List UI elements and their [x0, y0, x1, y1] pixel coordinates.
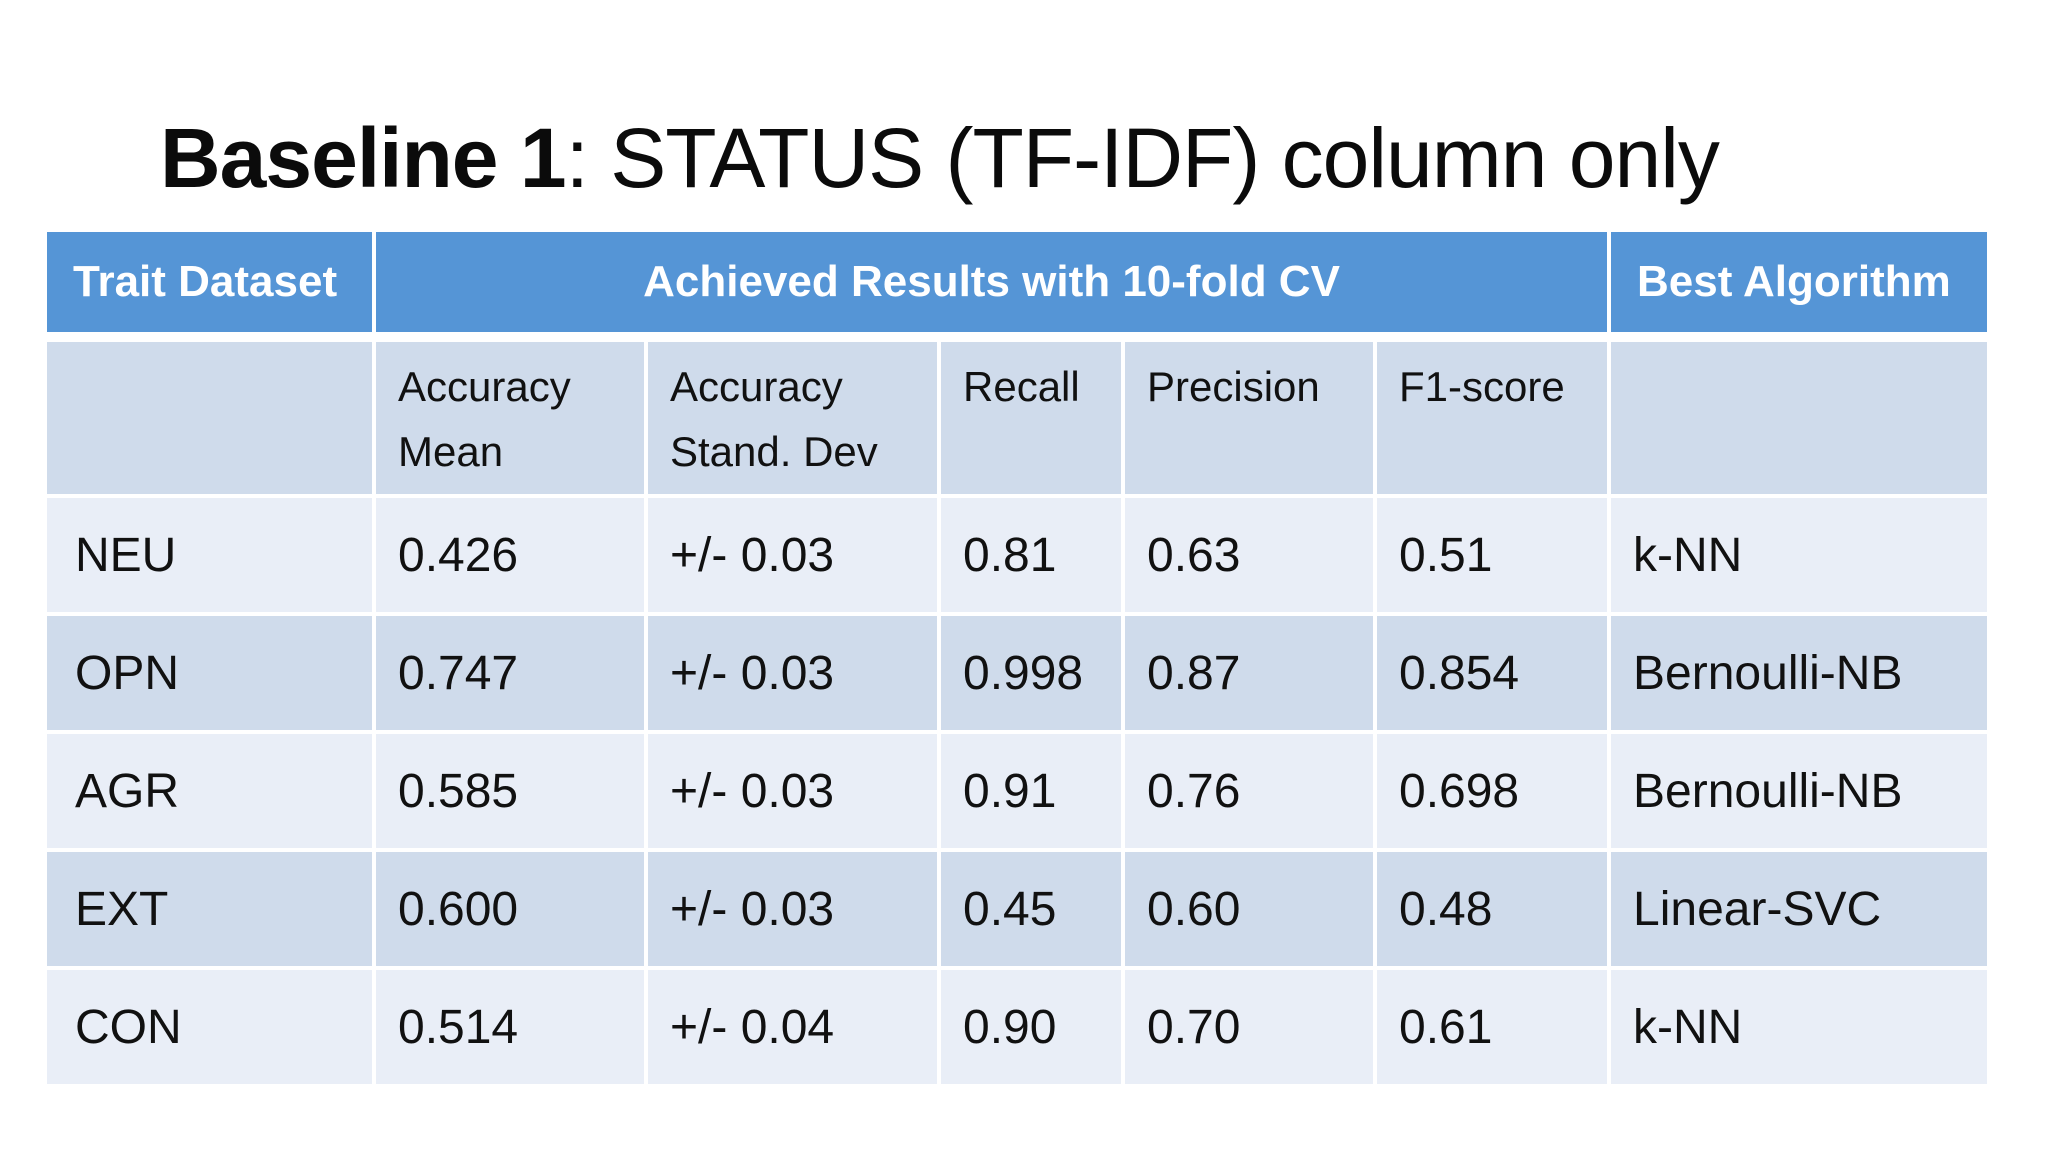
- subheader-line: Accuracy: [670, 363, 843, 410]
- best-algorithm-value: k-NN: [1611, 970, 1988, 1084]
- trait-label: CON: [47, 970, 372, 1084]
- subheader-line: Mean: [398, 428, 504, 476]
- table-row-con: CON 0.514 +/- 0.04 0.90 0.70 0.61 k-NN: [47, 970, 1988, 1084]
- table-row-opn: OPN 0.747 +/- 0.03 0.998 0.87 0.854 Bern…: [47, 616, 1988, 730]
- precision-value: 0.63: [1125, 498, 1373, 612]
- precision-value: 0.70: [1125, 970, 1373, 1084]
- recall-value: 0.91: [941, 734, 1121, 848]
- f1-score-value: 0.51: [1377, 498, 1608, 612]
- table-row-ext: EXT 0.600 +/- 0.03 0.45 0.60 0.48 Linear…: [47, 852, 1988, 966]
- f1-score-value: 0.698: [1377, 734, 1608, 848]
- subheader-precision: Precision: [1125, 342, 1373, 494]
- header-achieved-results: Achieved Results with 10-fold CV: [376, 232, 1608, 338]
- header-best-algorithm: Best Algorithm: [1611, 232, 1988, 338]
- table-header-row: Trait Dataset Achieved Results with 10-f…: [47, 232, 1988, 338]
- recall-value: 0.998: [941, 616, 1121, 730]
- f1-score-value: 0.48: [1377, 852, 1608, 966]
- table-subheader-row: Accuracy Mean Accuracy Stand. Dev Recall…: [47, 342, 1988, 494]
- results-table: Trait Dataset Achieved Results with 10-f…: [43, 228, 1992, 1088]
- precision-value: 0.87: [1125, 616, 1373, 730]
- accuracy-mean-value: 0.426: [376, 498, 644, 612]
- subheader-accuracy-mean: Accuracy Mean: [376, 342, 644, 494]
- precision-value: 0.76: [1125, 734, 1373, 848]
- accuracy-mean-value: 0.600: [376, 852, 644, 966]
- subheader-empty-trait: [47, 342, 372, 494]
- subheader-line: Accuracy: [398, 363, 571, 410]
- page-title: Baseline 1: STATUS (TF-IDF) column only: [160, 111, 1720, 205]
- subheader-line: Stand. Dev: [670, 428, 878, 476]
- precision-value: 0.60: [1125, 852, 1373, 966]
- accuracy-stddev-value: +/- 0.03: [648, 734, 937, 848]
- trait-label: EXT: [47, 852, 372, 966]
- accuracy-stddev-value: +/- 0.03: [648, 616, 937, 730]
- page-title-bold: Baseline 1: [160, 111, 567, 205]
- accuracy-stddev-value: +/- 0.03: [648, 498, 937, 612]
- subheader-recall: Recall: [941, 342, 1121, 494]
- trait-label: OPN: [47, 616, 372, 730]
- best-algorithm-value: Linear-SVC: [1611, 852, 1988, 966]
- accuracy-stddev-value: +/- 0.04: [648, 970, 937, 1084]
- recall-value: 0.45: [941, 852, 1121, 966]
- best-algorithm-value: Bernoulli-NB: [1611, 616, 1988, 730]
- subheader-empty-algorithm: [1611, 342, 1988, 494]
- accuracy-mean-value: 0.747: [376, 616, 644, 730]
- best-algorithm-value: k-NN: [1611, 498, 1988, 612]
- f1-score-value: 0.61: [1377, 970, 1608, 1084]
- f1-score-value: 0.854: [1377, 616, 1608, 730]
- trait-label: AGR: [47, 734, 372, 848]
- subheader-line: Precision: [1147, 363, 1320, 410]
- table-row-agr: AGR 0.585 +/- 0.03 0.91 0.76 0.698 Berno…: [47, 734, 1988, 848]
- best-algorithm-value: Bernoulli-NB: [1611, 734, 1988, 848]
- header-trait-dataset: Trait Dataset: [47, 232, 372, 338]
- accuracy-mean-value: 0.514: [376, 970, 644, 1084]
- recall-value: 0.90: [941, 970, 1121, 1084]
- subheader-line: Recall: [963, 363, 1080, 410]
- accuracy-mean-value: 0.585: [376, 734, 644, 848]
- recall-value: 0.81: [941, 498, 1121, 612]
- accuracy-stddev-value: +/- 0.03: [648, 852, 937, 966]
- trait-label: NEU: [47, 498, 372, 612]
- subheader-line: F1-score: [1399, 363, 1565, 410]
- table-row-neu: NEU 0.426 +/- 0.03 0.81 0.63 0.51 k-NN: [47, 498, 1988, 612]
- subheader-f1-score: F1-score: [1377, 342, 1608, 494]
- page-title-rest: : STATUS (TF-IDF) column only: [565, 111, 1720, 205]
- subheader-accuracy-stand-dev: Accuracy Stand. Dev: [648, 342, 937, 494]
